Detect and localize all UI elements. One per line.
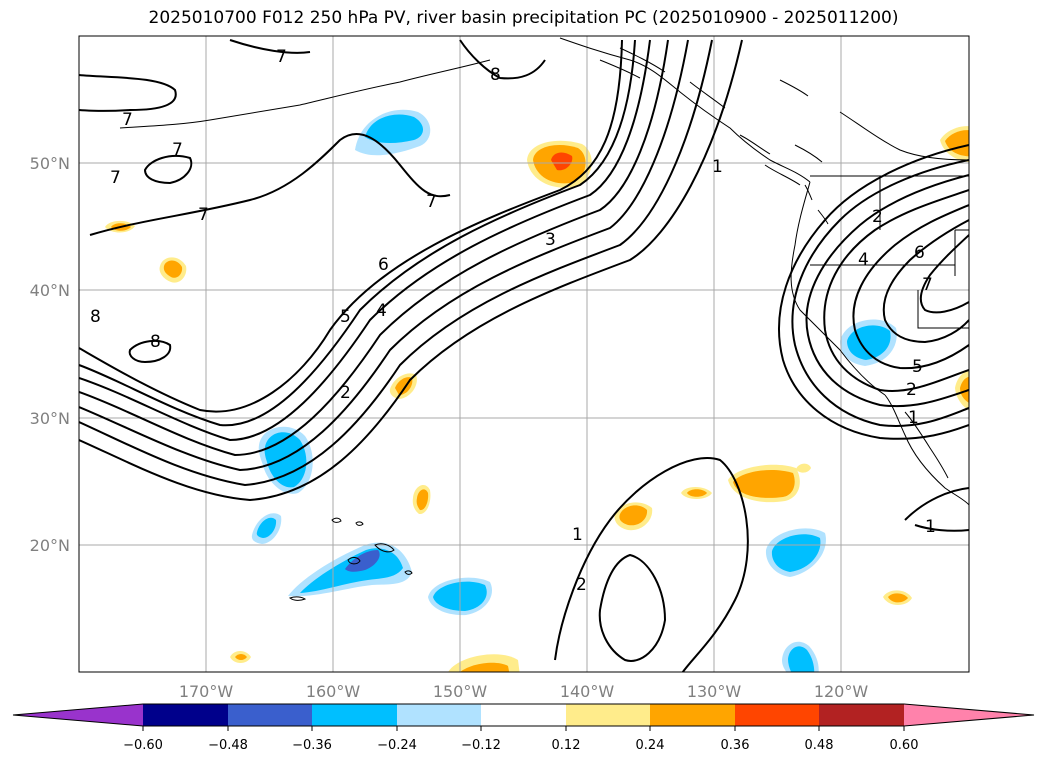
lat-label-40n: 40°N — [30, 281, 70, 300]
map-background — [79, 36, 969, 672]
colorbar-segment — [228, 704, 312, 726]
lon-label-130w: 130°W — [687, 682, 742, 701]
gridlines — [79, 36, 969, 672]
contour-label-8: 8 — [150, 332, 161, 352]
contour-label-1: 1 — [908, 408, 919, 428]
colorbar-segment — [397, 704, 481, 726]
colorbar-tick-label: −0.12 — [461, 738, 501, 753]
contour-label-6: 6 — [914, 243, 925, 263]
islands — [288, 517, 413, 601]
contour-label-2: 2 — [906, 380, 917, 400]
contour-label-1: 1 — [712, 157, 723, 177]
colorbar-tick-label: −0.48 — [208, 738, 248, 753]
colorbar-ticks — [142, 726, 905, 731]
colorbar-extend-low — [13, 704, 143, 726]
colorbar-segment — [312, 704, 397, 726]
colorbar-segment — [143, 704, 228, 726]
contour-label-4: 4 — [858, 250, 869, 270]
contour-label-2: 2 — [872, 207, 883, 227]
pv-contour-labels: 7 7 7 7 7 8 8 8 7 3 6 5 4 2 1 1 2 1 2 4 … — [90, 47, 936, 595]
colorbar-segment — [735, 704, 819, 726]
colorbar-segment — [819, 704, 904, 726]
map-frame — [78, 35, 970, 673]
colorbar-tick-label: 0.24 — [636, 738, 665, 753]
map-title: 2025010700 F012 250 hPa PV, river basin … — [148, 8, 899, 28]
contour-label-5: 5 — [912, 357, 923, 377]
contour-label-8: 8 — [490, 65, 501, 85]
lon-label-160w: 160°W — [306, 682, 361, 701]
colorbar-segment — [481, 704, 566, 726]
contour-label-2: 2 — [340, 383, 351, 403]
contour-label-8: 8 — [90, 307, 101, 327]
colorbar-tick-label: −0.36 — [292, 738, 332, 753]
contour-label-2: 2 — [576, 575, 587, 595]
lat-label-50n: 50°N — [30, 154, 70, 173]
colorbar-extend-high — [904, 704, 1034, 726]
colorbar-segment — [566, 704, 650, 726]
colorbar-tick-label: 0.60 — [890, 738, 919, 753]
colorbar-tick-label: −0.60 — [123, 738, 163, 753]
lon-label-150w: 150°W — [433, 682, 488, 701]
coastlines — [119, 37, 969, 506]
colorbar-tick-label: 0.12 — [552, 738, 581, 753]
contour-label-6: 6 — [378, 255, 389, 275]
colorbar-segment — [650, 704, 735, 726]
contour-label-7: 7 — [426, 192, 437, 212]
contour-label-3: 3 — [545, 230, 556, 250]
contour-label-1: 1 — [925, 517, 936, 537]
colorbar-tick-label: 0.36 — [721, 738, 750, 753]
latitude-labels: 50°N 40°N 30°N 20°N — [30, 154, 70, 555]
colorbar-tick-label: −0.24 — [377, 738, 417, 753]
lon-label-120w: 120°W — [814, 682, 869, 701]
positive-anomaly-gulf-alaska — [527, 140, 592, 188]
contour-label-5: 5 — [340, 307, 351, 327]
contour-label-7: 7 — [198, 205, 209, 225]
contour-label-7: 7 — [172, 140, 183, 160]
lon-label-170w: 170°W — [179, 682, 234, 701]
lat-label-30n: 30°N — [30, 409, 70, 428]
lon-label-140w: 140°W — [560, 682, 615, 701]
colorbar: −0.60 −0.48 −0.36 −0.24 −0.12 0.12 0.24 … — [12, 703, 1035, 753]
colorbar-tick-label: 0.48 — [805, 738, 834, 753]
contour-label-7: 7 — [122, 110, 133, 130]
contour-label-4: 4 — [376, 301, 387, 321]
longitude-labels: 170°W 160°W 150°W 140°W 130°W 120°W — [179, 682, 869, 701]
contour-label-7: 7 — [276, 47, 287, 67]
contour-label-7: 7 — [110, 168, 121, 188]
contour-label-1: 1 — [572, 525, 583, 545]
contour-label-7: 7 — [922, 275, 933, 295]
pv-contours — [79, 39, 969, 672]
lat-label-20n: 20°N — [30, 536, 70, 555]
